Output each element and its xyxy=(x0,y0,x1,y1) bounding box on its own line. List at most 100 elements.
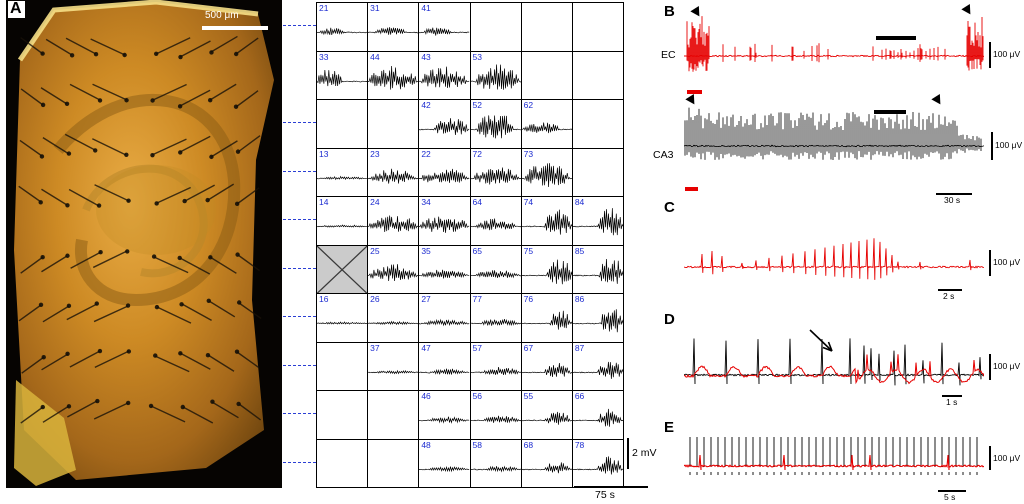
empty-cell xyxy=(521,51,573,100)
overlaid-ec-ca3-trace xyxy=(684,329,984,386)
trace-cell-42: 42 xyxy=(419,100,471,149)
empty-cell xyxy=(572,100,624,149)
trace-cell-76: 76 xyxy=(521,294,573,343)
grid-voltage-scale-label: 2 mV xyxy=(632,447,657,459)
scale-bar xyxy=(202,26,268,30)
panel-b-label: B xyxy=(664,3,675,20)
channel-number: 23 xyxy=(370,148,380,159)
trace-cell-72: 72 xyxy=(470,148,522,197)
row-connector-dashed-line xyxy=(283,316,316,317)
empty-cell xyxy=(368,439,420,488)
trace-cell-73: 73 xyxy=(521,148,573,197)
empty-cell xyxy=(317,342,369,391)
channel-number: 26 xyxy=(370,294,380,304)
trace-cell-64: 64 xyxy=(470,197,522,246)
empty-cell xyxy=(317,100,369,149)
slice-photomicrograph: A 500 μm xyxy=(6,0,282,488)
excluded-electrode-cell xyxy=(317,245,369,294)
empty-cell xyxy=(572,3,624,52)
channel-number: 52 xyxy=(472,100,482,110)
row-connector-dashed-line xyxy=(283,413,316,414)
channel-number: 57 xyxy=(472,342,482,353)
trace-cell-41: 41 xyxy=(419,3,471,52)
channel-number: 44 xyxy=(370,51,380,62)
ca3-trace xyxy=(684,107,984,160)
channel-number: 22 xyxy=(421,148,431,159)
channel-number: 87 xyxy=(574,342,585,353)
empty-cell xyxy=(368,100,420,149)
channel-number: 74 xyxy=(523,197,534,207)
ca3-trace-label: CA3 xyxy=(653,149,674,161)
time-scale-label: 2 s xyxy=(943,291,955,301)
trace-cell-35: 35 xyxy=(419,245,471,294)
trace-cell-25: 25 xyxy=(368,245,420,294)
hippocampus-outline xyxy=(53,93,241,307)
time-scale-label: 30 s xyxy=(944,195,961,205)
voltage-scale-label: 100 μV xyxy=(993,257,1021,267)
interval-marker-bar xyxy=(876,36,916,40)
channel-number: 24 xyxy=(370,197,380,207)
trace-cell-27: 27 xyxy=(419,294,471,343)
channel-number: 37 xyxy=(370,342,380,353)
scale-bar-label: 500 μm xyxy=(205,10,239,21)
trace-cell-48: 48 xyxy=(419,439,471,488)
channel-number: 55 xyxy=(523,391,534,401)
time-scale-bar xyxy=(942,395,962,397)
voltage-scale-bar xyxy=(989,446,991,470)
channel-number: 46 xyxy=(421,391,431,401)
empty-cell xyxy=(470,3,522,52)
channel-number: 25 xyxy=(370,245,380,256)
row-connector-dashed-line xyxy=(283,122,316,123)
channel-number: 84 xyxy=(574,197,585,207)
trace-cell-62: 62 xyxy=(521,100,573,149)
trace-cell-66: 66 xyxy=(572,391,624,440)
time-scale-label: 5 s xyxy=(944,492,956,502)
empty-cell xyxy=(317,439,369,488)
empty-cell xyxy=(521,3,573,52)
channel-number: 62 xyxy=(523,100,534,110)
transition-arrow xyxy=(809,329,833,352)
channel-number: 72 xyxy=(472,148,482,159)
trace-cell-34: 34 xyxy=(419,197,471,246)
channel-number: 48 xyxy=(421,439,431,450)
ec-trace-label: EC xyxy=(661,49,676,61)
trace-cell-84: 84 xyxy=(572,197,624,246)
trace-cell-74: 74 xyxy=(521,197,573,246)
voltage-scale-label: 100 μV xyxy=(995,140,1023,150)
channel-number: 86 xyxy=(574,294,585,304)
trace-cell-44: 44 xyxy=(368,51,420,100)
panel-c-label: C xyxy=(664,199,675,216)
channel-number: 35 xyxy=(421,245,431,256)
trace-cell-24: 24 xyxy=(368,197,420,246)
trace-cell-43: 43 xyxy=(419,51,471,100)
trace-cell-77: 77 xyxy=(470,294,522,343)
trace-cell-14: 14 xyxy=(317,197,369,246)
channel-number: 14 xyxy=(319,197,329,207)
channel-number: 43 xyxy=(421,51,431,62)
channel-number: 27 xyxy=(421,294,431,304)
channel-number: 67 xyxy=(523,342,534,353)
trace-cell-56: 56 xyxy=(470,391,522,440)
empty-cell xyxy=(317,391,369,440)
interval-marker-bar xyxy=(874,110,906,114)
channel-number: 42 xyxy=(421,100,431,110)
channel-number: 78 xyxy=(574,439,585,450)
electrode-array-overlay xyxy=(18,35,262,424)
mea-trace-grid: 21 31 41 33 44 43 53 42 52 62 13 23 22 72 73 14 24 34 64 74… xyxy=(316,2,624,488)
trace-cell-21: 21 xyxy=(317,3,369,52)
trace-cell-26: 26 xyxy=(368,294,420,343)
trace-cell-57: 57 xyxy=(470,342,522,391)
grid-voltage-scale-bar xyxy=(627,438,629,469)
voltage-scale-bar xyxy=(989,250,991,276)
channel-number: 56 xyxy=(472,391,482,401)
trace-cell-86: 86 xyxy=(572,294,624,343)
channel-number: 34 xyxy=(421,197,431,207)
ec-trace xyxy=(684,16,984,72)
interictal-spike-trace xyxy=(684,437,984,475)
seizure-expanded-trace xyxy=(684,238,984,280)
trace-cell-65: 65 xyxy=(470,245,522,294)
trace-cell-55: 55 xyxy=(521,391,573,440)
row-connector-dashed-line xyxy=(283,267,316,269)
channel-number: 76 xyxy=(523,294,534,304)
time-scale-bar xyxy=(936,193,972,195)
